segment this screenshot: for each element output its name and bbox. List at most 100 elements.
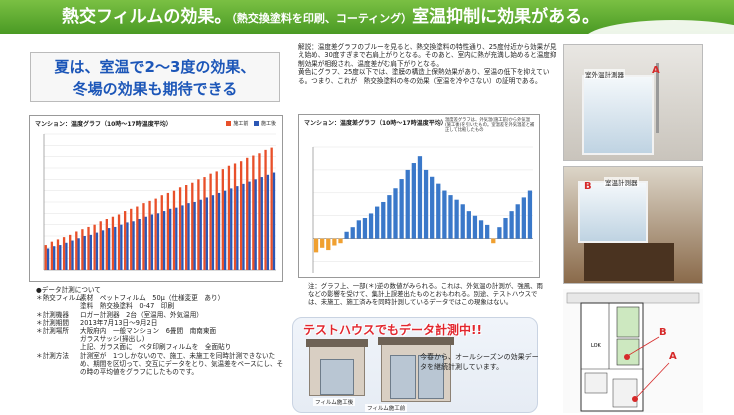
outdoor-sensor-photo: 室外温計測器 A — [563, 44, 703, 161]
bar — [227, 165, 231, 270]
info-key — [36, 343, 80, 351]
info-row: 塗料 熱交換塗料 0-47 印刷 — [36, 302, 286, 310]
legend-swatch-before — [226, 121, 232, 126]
bar — [99, 221, 102, 270]
temperature-chart: マンション：温度グラフ（10時～17時温度平均） 施工前 施工後 — [29, 115, 283, 282]
bar — [258, 153, 261, 270]
bar — [95, 232, 99, 270]
bar — [50, 241, 54, 270]
info-key: ＊計測機器 — [36, 310, 69, 319]
bar — [460, 204, 465, 239]
info-value: ガラスサッシ(掃出し) — [80, 335, 145, 344]
bar — [46, 248, 50, 270]
plan-label-a: A — [669, 351, 677, 362]
explanation-paragraph-1: 解説：温度差グラフのブルーを見ると、熱交換塗料の特性通り、25度付近から効果が見… — [298, 43, 557, 68]
bar — [71, 240, 74, 270]
bar — [485, 224, 490, 239]
bar — [156, 213, 160, 270]
info-value — [101, 286, 286, 294]
bar — [65, 242, 68, 270]
bar — [239, 161, 243, 270]
bar — [87, 226, 90, 270]
banner-title-end: 室温抑制に効果がある。 — [412, 7, 600, 27]
floor-plan: LOK B A — [563, 289, 703, 413]
bar — [466, 211, 471, 239]
bar — [53, 246, 56, 270]
house-before-label: フィルム施工前 — [365, 404, 408, 412]
summer-effect-heading: 夏は、室温で2～3度の効果、 冬場の効果も期待できる — [30, 52, 280, 102]
bar — [221, 169, 224, 270]
bar — [272, 172, 276, 270]
outdoor-sensor-tag: 室外温計測器 — [584, 69, 625, 79]
bar — [83, 236, 86, 270]
info-row: ＊計測期間 2013年7月13日～9月2日 — [36, 319, 286, 327]
bar — [454, 199, 459, 239]
bar — [320, 238, 325, 248]
explanation-paragraph-2: 黄色にグラフ、25度以下では、塗膜の構造上保熱効果があり、室温の低下を抑えている… — [298, 68, 550, 85]
bar — [338, 238, 343, 244]
bar — [89, 234, 92, 270]
bar — [252, 155, 255, 270]
bar — [69, 234, 72, 270]
info-key: ＊計測期間 — [36, 318, 69, 327]
bar — [56, 239, 60, 270]
bar — [515, 204, 520, 239]
bar — [101, 230, 105, 270]
info-value: 大阪府内 一般マンション 6畳間 南南東面 — [80, 327, 217, 336]
bar — [215, 171, 218, 270]
info-row: ●データ計測について — [36, 286, 286, 294]
bar — [332, 238, 337, 246]
house-door-right — [418, 355, 444, 399]
bar — [217, 192, 221, 270]
bar — [350, 227, 355, 239]
heading-line-1: 夏は、室温で2～3度の効果、 — [54, 58, 256, 76]
bar — [162, 211, 166, 270]
indoor-sensor-photo: 室温計測器 B — [563, 166, 703, 284]
bar — [521, 197, 526, 239]
info-row: 上記、ガラス面に ペタ印刷フィルムを 全面貼り — [36, 343, 286, 351]
info-key: ＊計測場所 — [36, 327, 69, 336]
bar — [142, 203, 145, 270]
bar — [264, 149, 267, 270]
info-key — [36, 302, 80, 310]
bar — [242, 183, 245, 270]
bar — [114, 226, 117, 270]
bar — [123, 211, 127, 270]
house-after-label: フィルム施工後 — [313, 398, 356, 406]
banner-title-main: 熱交フィルムの効果。 — [62, 7, 232, 27]
difference-chart-title: マンション：温度差グラフ（10時～17時温度平均） — [304, 120, 447, 127]
bar — [130, 208, 133, 270]
window-frame — [582, 75, 654, 155]
bar — [246, 157, 249, 270]
banner-title: 熱交フィルムの効果。（熱交換塗料を印刷、コーティング）室温抑制に効果がある。 — [62, 5, 599, 29]
indoor-sensor-tag: 室温計測器 — [604, 177, 639, 187]
bar — [77, 238, 80, 270]
bar — [211, 195, 215, 270]
bar — [270, 147, 273, 270]
legend-label-before: 施工前 — [233, 121, 249, 127]
info-value: 素材 ペットフィルム 50μ（仕様変更 あり） — [80, 294, 225, 303]
bar — [105, 219, 108, 270]
bar — [209, 173, 212, 270]
bar — [160, 195, 163, 270]
test-house-section: テストハウスでもデータ計測中!! フィルム施工後 フィルム施工前 — [292, 317, 538, 413]
bar — [230, 188, 233, 270]
bar — [233, 163, 237, 270]
bar — [503, 218, 508, 239]
bar — [405, 169, 410, 239]
heading-line-2: 冬場の効果も期待できる — [72, 80, 238, 98]
floor-plan-drawing: LOK — [566, 292, 700, 412]
bar — [178, 187, 182, 270]
info-row: ＊計測方法 計測室が 1つしかないので、施工、未施工を同時計測できないため、期間を… — [36, 352, 286, 377]
plan-label-lok: LOK — [591, 343, 602, 349]
bar — [368, 213, 374, 239]
bar — [236, 186, 239, 270]
bar — [442, 190, 447, 239]
info-value: ロガー計測器 2台（室温用、外気温用） — [80, 310, 203, 319]
bar — [375, 206, 380, 239]
bar — [197, 179, 200, 270]
bar — [172, 190, 176, 270]
bar — [193, 202, 196, 270]
bar — [154, 198, 157, 270]
plan-label-b: B — [659, 327, 667, 338]
